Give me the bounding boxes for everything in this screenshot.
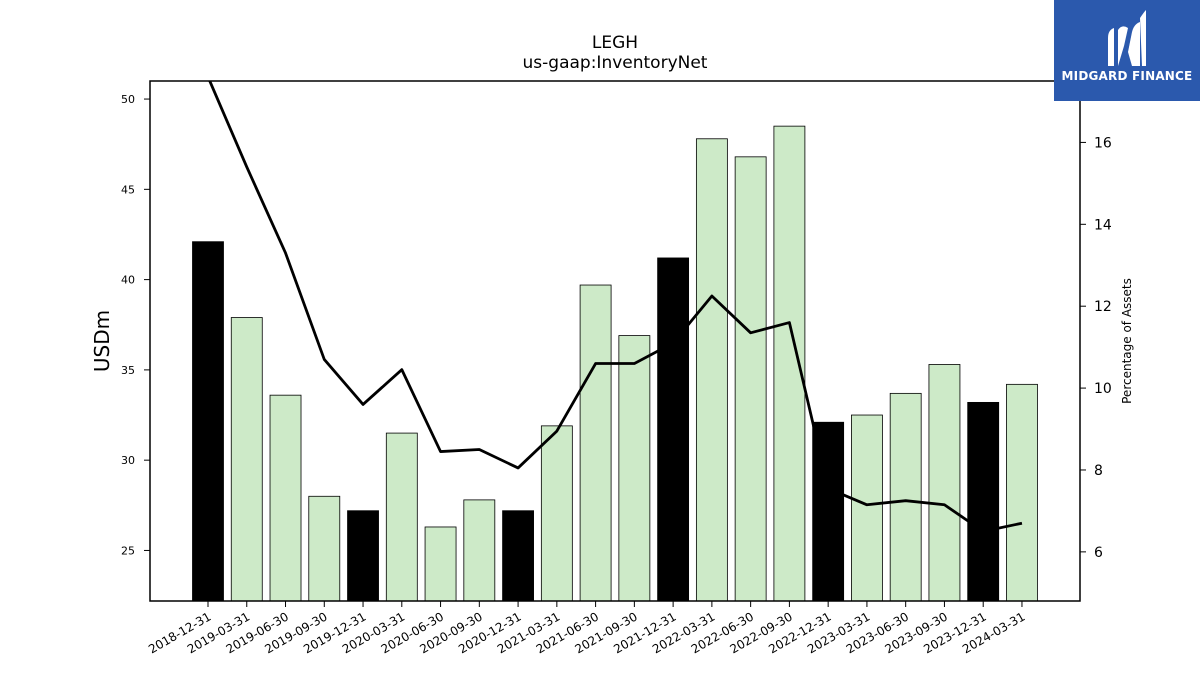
bar-2022-12-31 xyxy=(812,421,845,602)
bar-2019-12-31 xyxy=(347,510,379,602)
y-tick-label: 40 xyxy=(121,274,135,287)
bar-2023-03-31 xyxy=(851,414,883,602)
y-axis: 25 30 35 40 45 50 xyxy=(121,93,150,557)
y-tick-label: 45 xyxy=(121,183,135,196)
chart-subtitle: us-gaap:InventoryNet xyxy=(523,53,708,73)
line-layer xyxy=(208,81,1023,533)
y-axis-label: USDm xyxy=(90,310,114,372)
bar-2019-09-30 xyxy=(308,495,341,602)
y-tick-label: 35 xyxy=(121,364,135,377)
bar-2021-12-31 xyxy=(657,257,690,602)
bar-2018-12-31 xyxy=(192,241,224,602)
bar-2022-09-30 xyxy=(773,125,806,602)
bar-2023-12-31 xyxy=(967,401,1000,602)
bar-2021-09-30 xyxy=(618,335,651,602)
bar-2019-03-31 xyxy=(230,317,263,602)
midgard-finance-logo: MIDGARD FINANCE xyxy=(1054,0,1200,101)
y-tick-label: 30 xyxy=(121,454,135,467)
bar-2020-03-31 xyxy=(385,432,418,602)
chart-title: LEGH xyxy=(592,33,638,53)
bar-2023-09-30 xyxy=(928,364,961,602)
bar-2022-03-31 xyxy=(695,138,728,602)
y-tick-label: 50 xyxy=(121,93,135,106)
bar-2022-06-30 xyxy=(734,156,767,602)
y-tick-label: 25 xyxy=(121,544,135,557)
bar-2024-03-31 xyxy=(1006,383,1038,602)
y2-tick-label: 16 xyxy=(1094,135,1112,151)
y2-tick-label: 8 xyxy=(1094,463,1103,479)
y2-tick-label: 12 xyxy=(1094,299,1112,315)
y2-axis: 6 8 10 12 14 16 xyxy=(1080,135,1112,561)
percentage-line xyxy=(208,81,1023,533)
y2-axis-label: Percentage of Assets xyxy=(1120,278,1134,404)
x-axis: 2018-12-312019-03-312019-06-302019-09-30… xyxy=(146,601,1027,656)
bar-2020-09-30 xyxy=(463,499,496,602)
midgard-logo-icon xyxy=(1108,10,1146,66)
logo-text: MIDGARD FINANCE xyxy=(1061,69,1193,83)
y2-tick-label: 14 xyxy=(1094,217,1112,233)
bars-layer xyxy=(192,125,1038,602)
bar-2020-12-31 xyxy=(502,510,534,602)
plot-frame xyxy=(149,80,1081,602)
bar-2019-06-30 xyxy=(269,394,302,602)
bar-2021-06-30 xyxy=(579,284,612,602)
bar-2021-03-31 xyxy=(540,425,573,602)
y2-tick-label: 6 xyxy=(1094,545,1103,561)
bar-2023-06-30 xyxy=(889,392,922,602)
bar-2020-06-30 xyxy=(424,526,457,602)
y2-tick-label: 10 xyxy=(1094,381,1112,397)
